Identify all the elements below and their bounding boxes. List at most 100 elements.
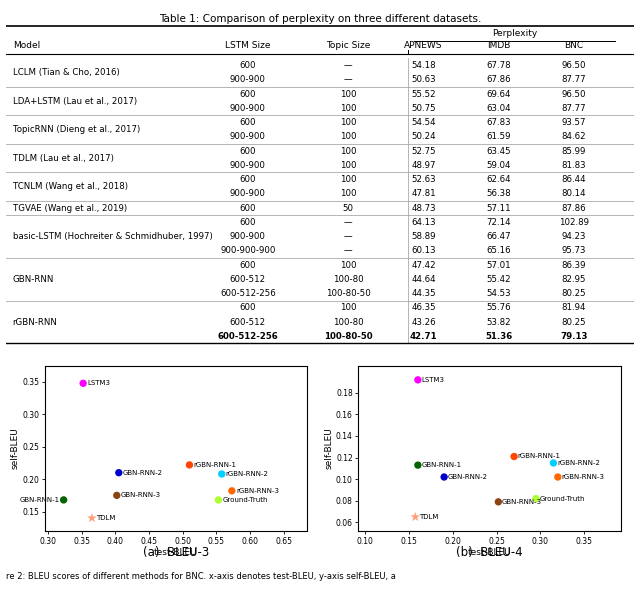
Text: 48.73: 48.73	[411, 204, 436, 212]
X-axis label: test-BLEU: test-BLEU	[468, 548, 511, 558]
Text: TopicRNN (Dieng et al., 2017): TopicRNN (Dieng et al., 2017)	[13, 125, 140, 135]
Point	[548, 458, 559, 468]
Text: rGBN-RNN-3: rGBN-RNN-3	[561, 474, 604, 480]
Text: 94.23: 94.23	[562, 232, 586, 241]
Text: 600: 600	[239, 61, 256, 70]
Text: 900-900: 900-900	[230, 232, 266, 241]
Point	[58, 495, 68, 504]
Text: 57.11: 57.11	[486, 204, 511, 212]
Text: 59.04: 59.04	[486, 161, 511, 170]
Point	[78, 379, 88, 388]
Text: 55.42: 55.42	[486, 275, 511, 284]
Text: 58.89: 58.89	[412, 232, 436, 241]
Text: 63.04: 63.04	[486, 104, 511, 113]
Text: 67.83: 67.83	[486, 118, 511, 127]
Text: 61.59: 61.59	[486, 132, 511, 142]
Text: 67.86: 67.86	[486, 76, 511, 84]
Text: 900-900-900: 900-900-900	[220, 247, 276, 255]
Point	[553, 472, 563, 481]
Text: 55.76: 55.76	[486, 303, 511, 312]
Text: 62.64: 62.64	[486, 175, 511, 184]
Text: rGBN-RNN: rGBN-RNN	[13, 317, 58, 327]
Text: 50.24: 50.24	[411, 132, 436, 142]
Text: 100: 100	[340, 189, 356, 198]
Text: 600: 600	[239, 118, 256, 127]
Text: GBN-RNN-1: GBN-RNN-1	[421, 462, 461, 468]
Text: BNC: BNC	[564, 41, 584, 50]
Text: LDA+LSTM (Lau et al., 2017): LDA+LSTM (Lau et al., 2017)	[13, 97, 137, 106]
Text: 64.13: 64.13	[411, 218, 436, 227]
Text: 100-80: 100-80	[333, 317, 364, 327]
Text: 600-512-256: 600-512-256	[220, 289, 276, 298]
Text: 100-80-50: 100-80-50	[324, 332, 372, 341]
Text: 69.64: 69.64	[486, 90, 511, 99]
Text: 79.13: 79.13	[560, 332, 588, 341]
Text: 100-80: 100-80	[333, 275, 364, 284]
Point	[531, 494, 541, 503]
Text: GBN-RNN: GBN-RNN	[13, 275, 54, 284]
Text: 44.35: 44.35	[411, 289, 436, 298]
Text: 52.63: 52.63	[411, 175, 436, 184]
Text: 600-512: 600-512	[230, 317, 266, 327]
Text: 65.16: 65.16	[486, 247, 511, 255]
Text: 96.50: 96.50	[562, 90, 586, 99]
Text: —: —	[344, 232, 353, 241]
Text: 50.75: 50.75	[411, 104, 436, 113]
Text: GBN-RNN-2: GBN-RNN-2	[123, 470, 163, 476]
Text: 46.35: 46.35	[411, 303, 436, 312]
Point	[216, 469, 227, 478]
Text: 86.39: 86.39	[562, 261, 586, 270]
Text: LSTM3: LSTM3	[87, 381, 110, 386]
Text: Ground-Truth: Ground-Truth	[223, 497, 268, 503]
Text: 60.13: 60.13	[411, 247, 436, 255]
Text: 81.94: 81.94	[562, 303, 586, 312]
Point	[114, 468, 124, 477]
Text: Table 1: Comparison of perplexity on three different datasets.: Table 1: Comparison of perplexity on thr…	[159, 14, 481, 24]
Text: rGBN-RNN-1: rGBN-RNN-1	[518, 454, 561, 460]
Text: 900-900: 900-900	[230, 161, 266, 170]
Text: 52.75: 52.75	[411, 146, 436, 156]
Text: 80.25: 80.25	[562, 289, 586, 298]
X-axis label: test-BLEU: test-BLEU	[154, 548, 198, 558]
Text: re 2: BLEU scores of different methods for BNC. x-axis denotes test-BLEU, y-axis: re 2: BLEU scores of different methods f…	[6, 572, 396, 581]
Text: TDLM: TDLM	[96, 515, 115, 521]
Text: LCLM (Tian & Cho, 2016): LCLM (Tian & Cho, 2016)	[13, 68, 120, 77]
Text: rGBN-RNN-1: rGBN-RNN-1	[193, 462, 237, 468]
Text: 900-900: 900-900	[230, 76, 266, 84]
Text: TCNLM (Wang et al., 2018): TCNLM (Wang et al., 2018)	[13, 182, 127, 191]
Text: 85.99: 85.99	[562, 146, 586, 156]
Text: TDLM: TDLM	[419, 514, 438, 520]
Text: Topic Size: Topic Size	[326, 41, 371, 50]
Point	[87, 513, 97, 523]
Point	[493, 497, 504, 507]
Text: 600: 600	[239, 303, 256, 312]
Text: 600: 600	[239, 175, 256, 184]
Text: 600: 600	[239, 146, 256, 156]
Text: 100-80-50: 100-80-50	[326, 289, 371, 298]
Point	[227, 486, 237, 496]
Point	[410, 512, 420, 522]
Text: 50.63: 50.63	[411, 76, 436, 84]
Text: GBN-RNN-3: GBN-RNN-3	[121, 493, 161, 499]
Text: 56.38: 56.38	[486, 189, 511, 198]
Text: (a)  BLEU-3: (a) BLEU-3	[143, 546, 209, 559]
Text: 48.97: 48.97	[412, 161, 436, 170]
Text: LSTM3: LSTM3	[421, 377, 444, 383]
Y-axis label: self-BLEU: self-BLEU	[10, 428, 19, 469]
Text: 900-900: 900-900	[230, 104, 266, 113]
Text: 900-900: 900-900	[230, 132, 266, 142]
Text: 80.25: 80.25	[562, 317, 586, 327]
Text: 87.86: 87.86	[562, 204, 586, 212]
Text: 100: 100	[340, 175, 356, 184]
Text: GBN-RNN-2: GBN-RNN-2	[447, 474, 488, 480]
Text: 87.77: 87.77	[562, 104, 586, 113]
Text: 100: 100	[340, 303, 356, 312]
Text: 100: 100	[340, 132, 356, 142]
Text: GBN-RNN-1: GBN-RNN-1	[19, 497, 60, 503]
Text: 600: 600	[239, 90, 256, 99]
Point	[439, 472, 449, 481]
Point	[413, 460, 423, 470]
Text: 87.77: 87.77	[562, 76, 586, 84]
Text: 44.64: 44.64	[411, 275, 436, 284]
Text: 100: 100	[340, 161, 356, 170]
